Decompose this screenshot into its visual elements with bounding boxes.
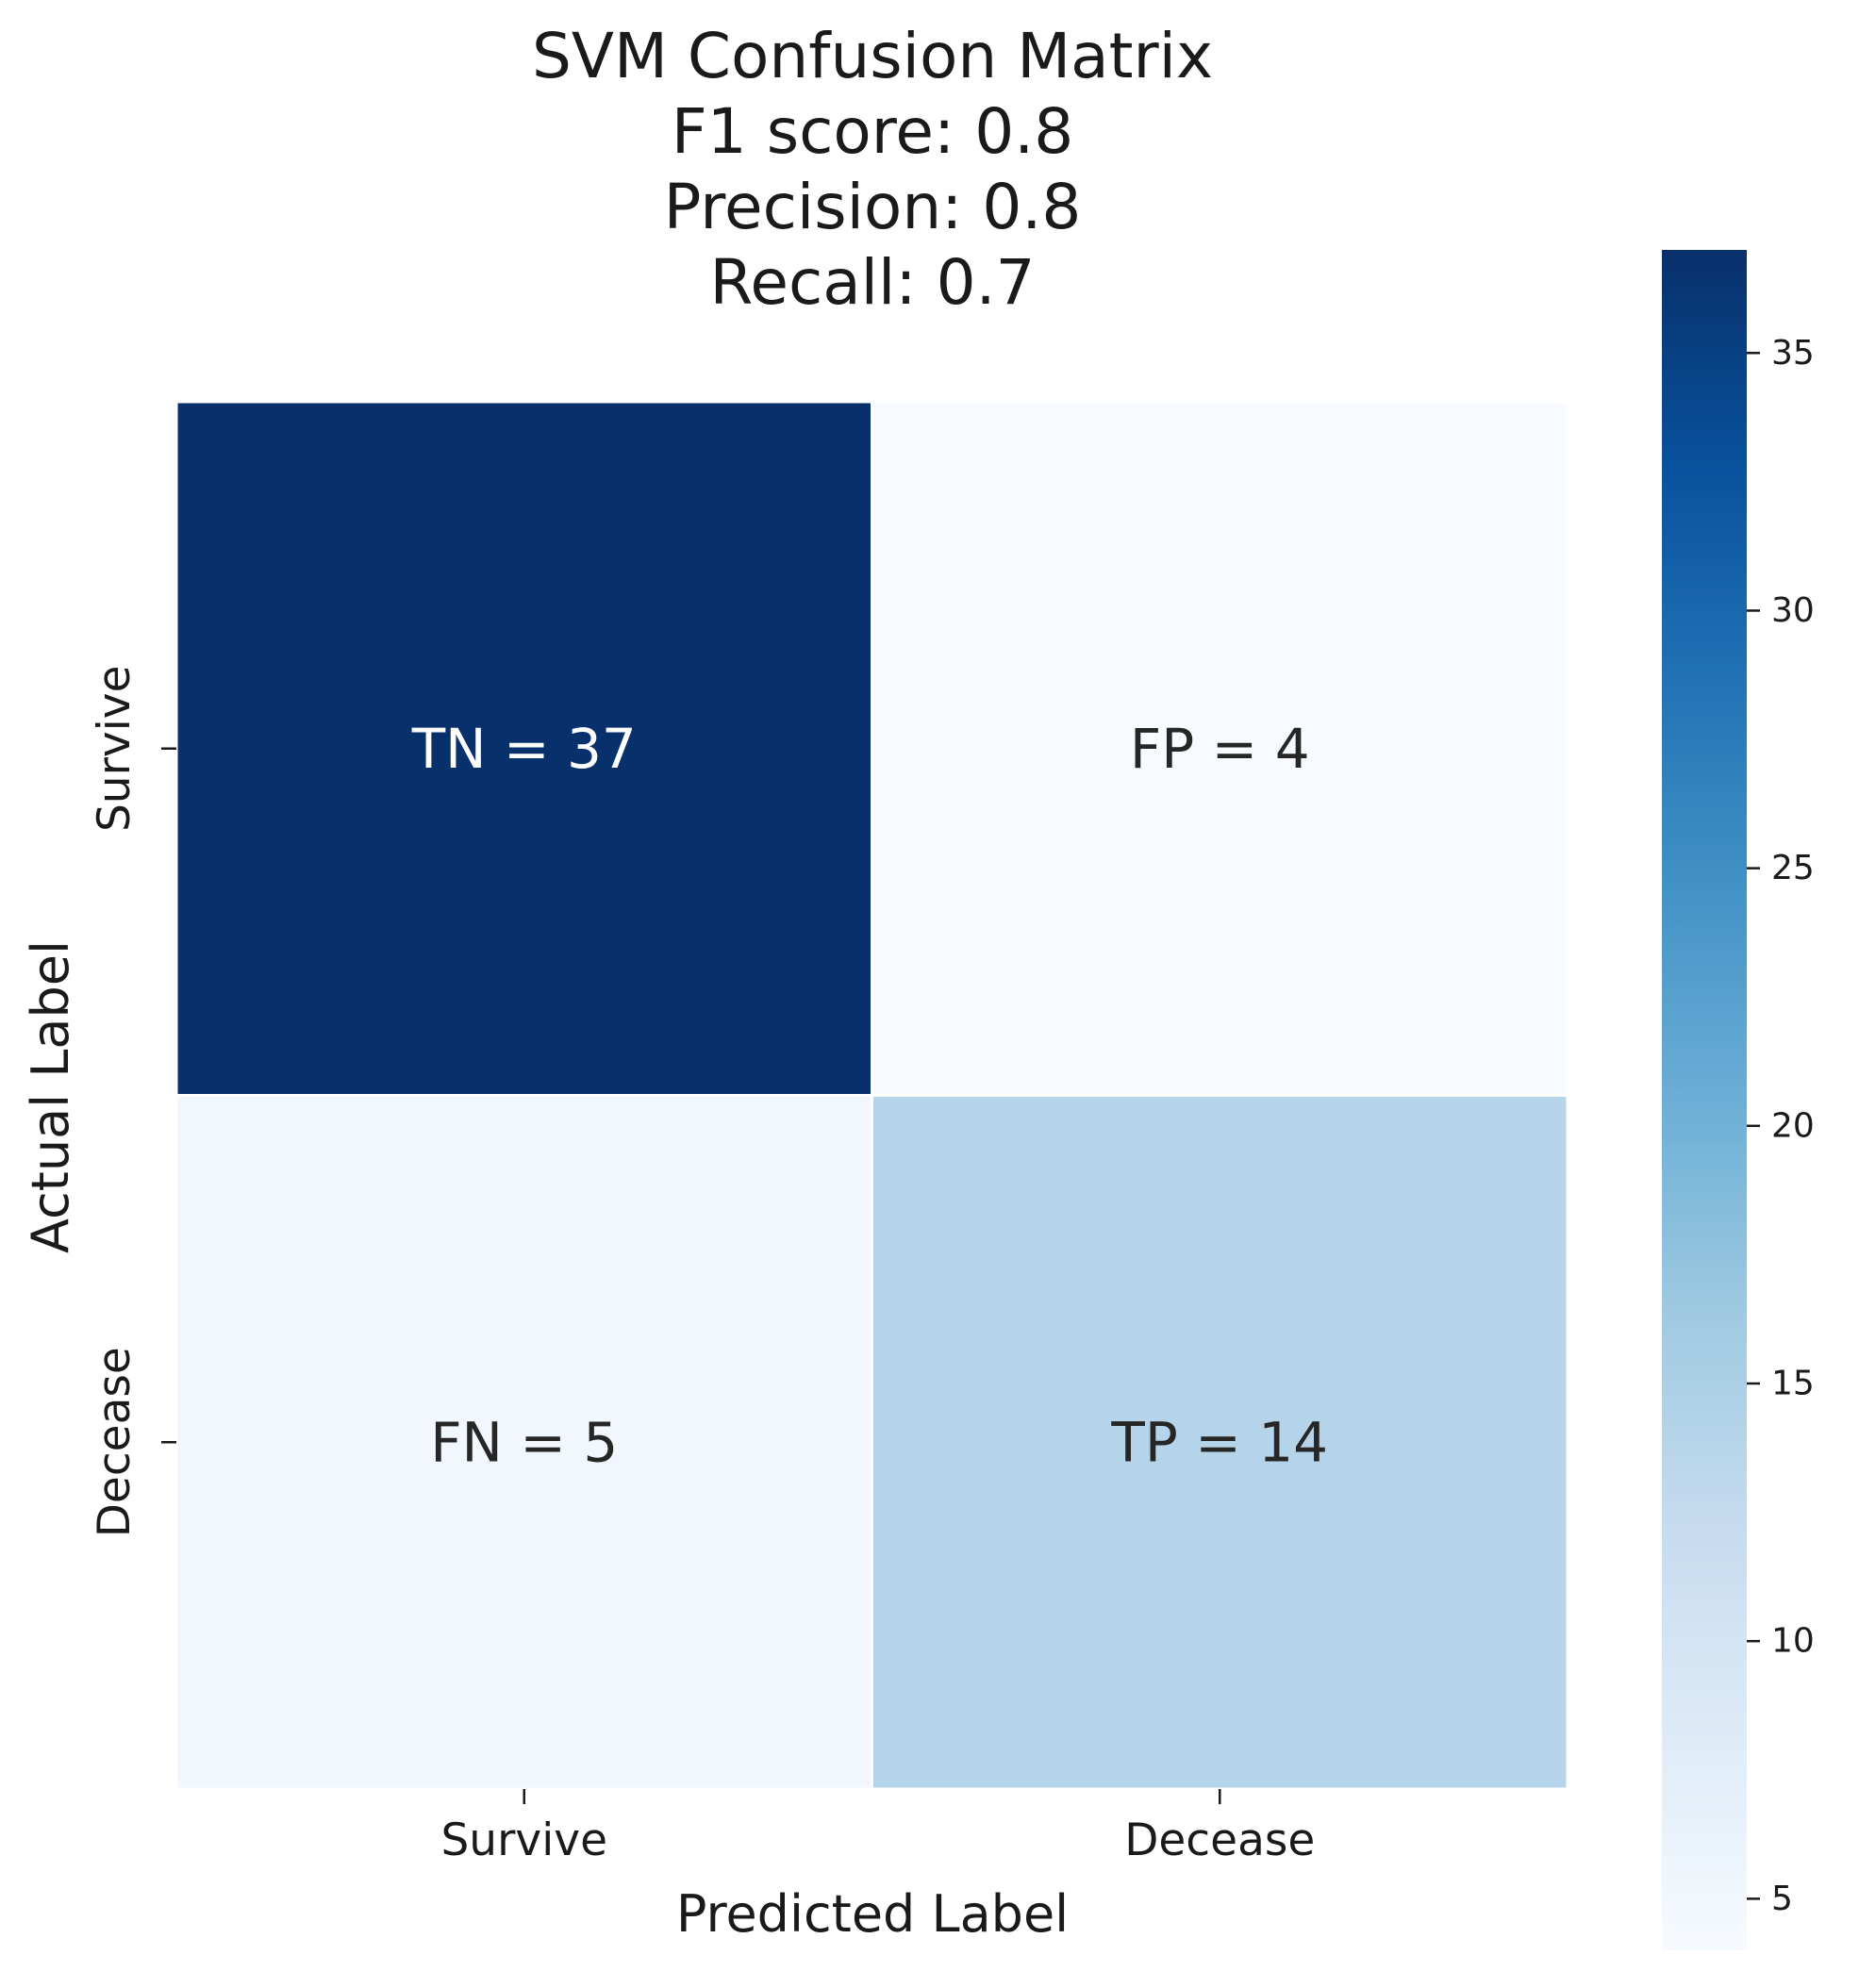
- cell-annotation: FN = 5: [430, 1410, 618, 1474]
- colorbar-tick-label: 10: [1771, 1622, 1815, 1661]
- title-line-4: Recall: 0.7: [709, 246, 1035, 319]
- y-axis-label: Actual Label: [21, 940, 80, 1253]
- heatmap-cells: TN = 37 FP = 4 FN = 5 TP = 14: [174, 400, 1569, 1791]
- y-axis-ticks: Survive Decease: [89, 665, 176, 1537]
- title-line-1: SVM Confusion Matrix: [532, 20, 1213, 92]
- x-tick-label: Survive: [440, 1814, 607, 1866]
- heatmap-cell: [174, 400, 873, 1097]
- colorbar-tick-label: 5: [1771, 1880, 1793, 1918]
- heatmap-cell: [871, 400, 1569, 1097]
- cell-annotation: TN = 37: [411, 717, 637, 781]
- colorbar-tick-label: 30: [1771, 591, 1815, 630]
- y-tick-label: Survive: [89, 665, 141, 832]
- colorbar-tick-label: 25: [1771, 849, 1815, 887]
- x-axis-label: Predicted Label: [676, 1884, 1069, 1944]
- colorbar: 5 10 15 20 25 30 35: [1662, 250, 1815, 1950]
- chart-title: SVM Confusion Matrix F1 score: 0.8 Preci…: [532, 20, 1213, 319]
- title-line-3: Precision: 0.8: [664, 171, 1082, 243]
- x-tick-label: Decease: [1124, 1814, 1315, 1866]
- heatmap-cell: [871, 1094, 1569, 1791]
- cell-annotation: FP = 4: [1130, 717, 1310, 781]
- colorbar-tick-label: 20: [1771, 1106, 1815, 1145]
- colorbar-tick-label: 15: [1771, 1365, 1815, 1403]
- heatmap-cell: [174, 1094, 873, 1791]
- x-axis-ticks: Survive Decease: [440, 1789, 1315, 1866]
- y-tick-label: Decease: [89, 1347, 141, 1537]
- colorbar-gradient: [1662, 250, 1747, 1950]
- title-line-2: F1 score: 0.8: [672, 95, 1073, 168]
- cell-annotation: TP = 14: [1110, 1410, 1328, 1474]
- colorbar-tick-label: 35: [1771, 334, 1815, 373]
